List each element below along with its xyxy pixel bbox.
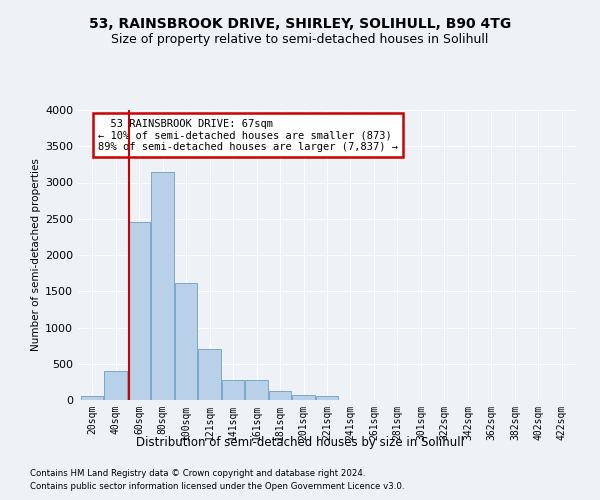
Bar: [104, 371, 127, 400]
Bar: [128, 222, 150, 400]
Bar: [199, 349, 221, 400]
Bar: [151, 172, 174, 400]
Bar: [292, 395, 314, 400]
Bar: [245, 380, 268, 400]
Bar: [222, 380, 244, 400]
Text: Contains public sector information licensed under the Open Government Licence v3: Contains public sector information licen…: [30, 482, 404, 491]
Y-axis label: Number of semi-detached properties: Number of semi-detached properties: [31, 158, 41, 352]
Text: 53, RAINSBROOK DRIVE, SHIRLEY, SOLIHULL, B90 4TG: 53, RAINSBROOK DRIVE, SHIRLEY, SOLIHULL,…: [89, 18, 511, 32]
Bar: [81, 396, 103, 400]
Bar: [316, 396, 338, 400]
Bar: [269, 392, 291, 400]
Text: Distribution of semi-detached houses by size in Solihull: Distribution of semi-detached houses by …: [136, 436, 464, 449]
Text: 53 RAINSBROOK DRIVE: 67sqm
← 10% of semi-detached houses are smaller (873)
89% o: 53 RAINSBROOK DRIVE: 67sqm ← 10% of semi…: [98, 118, 398, 152]
Text: Size of property relative to semi-detached houses in Solihull: Size of property relative to semi-detach…: [112, 32, 488, 46]
Bar: [175, 282, 197, 400]
Text: Contains HM Land Registry data © Crown copyright and database right 2024.: Contains HM Land Registry data © Crown c…: [30, 468, 365, 477]
